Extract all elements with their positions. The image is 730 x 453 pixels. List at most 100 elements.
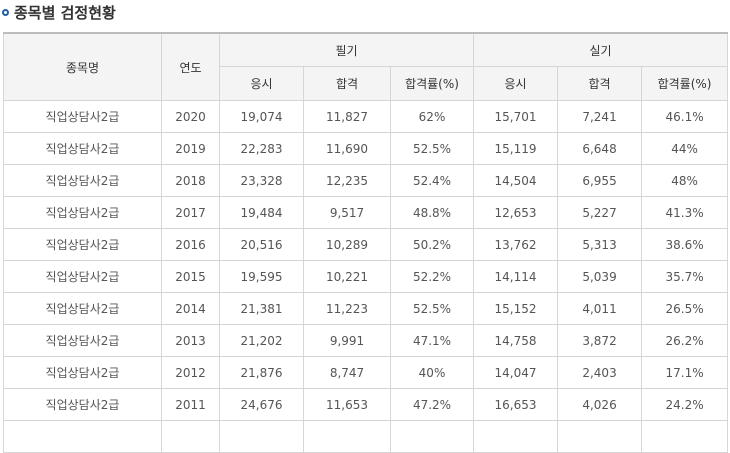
table-row: 직업상담사2급 2013 21,202 9,991 47.1% 14,758 3,872 26… <box>3 324 729 357</box>
practical-pass-rate-cell: 26.2% <box>641 324 729 357</box>
practical-pass-rate-cell: 35.7% <box>641 260 729 293</box>
year-cell: 2018 <box>161 164 220 197</box>
item-name-cell: 직업상담사2급 <box>3 132 162 165</box>
practical-pass-rate-cell: 48% <box>641 164 729 197</box>
written-applicants-cell: 23,328 <box>219 164 304 197</box>
year-cell: 2017 <box>161 196 220 229</box>
item-name-cell: 직업상담사2급 <box>3 100 162 133</box>
written-applicants-cell: 21,202 <box>219 324 304 357</box>
table-row: 직업상담사2급 2014 21,381 11,223 52.5% 15,152 4,011 2… <box>3 292 729 325</box>
written-pass-rate-cell: 48.8% <box>389 196 475 229</box>
written-passed-cell: 9,991 <box>303 324 391 357</box>
written-pass-rate-cell: 50.2% <box>389 228 475 261</box>
practical-passed-cell: 5,313 <box>557 228 643 261</box>
year-cell: 2013 <box>161 324 220 357</box>
header-written-passed: 합격 <box>303 66 391 101</box>
table-row: 직업상담사2급 2017 19,484 9,517 48.8% 12,653 5,227 41… <box>3 196 729 229</box>
written-applicants-cell: 19,074 <box>219 100 304 133</box>
header-written: 필기 <box>218 32 475 67</box>
header-practical-pass-rate: 합격률(%) <box>641 66 729 101</box>
written-passed-cell: 9,517 <box>303 196 391 229</box>
practical-pass-rate-cell: 24.2% <box>641 388 729 421</box>
table-body: 직업상담사2급 2020 19,074 11,827 62% 15,701 7,241 46.… <box>3 100 729 453</box>
written-pass-rate-cell <box>389 420 475 453</box>
item-name-cell: 직업상담사2급 <box>3 388 162 421</box>
written-pass-rate-cell: 62% <box>389 100 475 133</box>
header-practical-passed: 합격 <box>557 66 643 101</box>
written-passed-cell: 12,235 <box>303 164 391 197</box>
practical-applicants-cell <box>473 420 559 453</box>
header-written-applicants: 응시 <box>219 66 304 101</box>
practical-applicants-cell: 13,762 <box>473 228 559 261</box>
item-name-cell: 직업상담사2급 <box>3 164 162 197</box>
bullet-circle-icon <box>2 8 9 16</box>
practical-passed-cell: 4,011 <box>557 292 643 325</box>
practical-passed-cell: 4,026 <box>557 388 643 421</box>
practical-applicants-cell: 14,047 <box>473 356 559 389</box>
written-pass-rate-cell: 47.1% <box>389 324 475 357</box>
header-item-name: 종목명 <box>3 32 162 101</box>
practical-pass-rate-cell <box>641 420 729 453</box>
item-name-cell: 직업상담사2급 <box>3 292 162 325</box>
practical-pass-rate-cell: 46.1% <box>641 100 729 133</box>
practical-applicants-cell: 14,504 <box>473 164 559 197</box>
section-title: 종목별 검정현황 <box>2 0 116 24</box>
table-row: 직업상담사2급 2016 20,516 10,289 50.2% 13,762 5,313 3… <box>3 228 729 261</box>
practical-passed-cell: 3,872 <box>557 324 643 357</box>
practical-pass-rate-cell: 26.5% <box>641 292 729 325</box>
table-row: 직업상담사2급 2011 24,676 11,653 47.2% 16,653 4,026 2… <box>3 388 729 421</box>
written-passed-cell: 10,289 <box>303 228 391 261</box>
year-cell: 2015 <box>161 260 220 293</box>
written-passed-cell: 8,747 <box>303 356 391 389</box>
written-pass-rate-cell: 52.2% <box>389 260 475 293</box>
practical-pass-rate-cell: 44% <box>641 132 729 165</box>
practical-applicants-cell: 14,114 <box>473 260 559 293</box>
written-applicants-cell <box>219 420 304 453</box>
item-name-cell: 직업상담사2급 <box>3 228 162 261</box>
exam-stats-table: 종목명 연도 필기 실기 응시 합격 합격률(%) 응시 합격 합격률(%) 직… <box>3 32 729 453</box>
practical-passed-cell: 6,955 <box>557 164 643 197</box>
header-practical-applicants: 응시 <box>473 66 559 101</box>
written-applicants-cell: 20,516 <box>219 228 304 261</box>
written-applicants-cell: 19,595 <box>219 260 304 293</box>
header-year: 연도 <box>161 32 220 101</box>
table-row: 직업상담사2급 2015 19,595 10,221 52.2% 14,114 5,039 3… <box>3 260 729 293</box>
practical-applicants-cell: 15,119 <box>473 132 559 165</box>
table-row: 직업상담사2급 2019 22,283 11,690 52.5% 15,119 6,648 4… <box>3 132 729 165</box>
header-written-pass-rate: 합격률(%) <box>389 66 475 101</box>
practical-passed-cell: 6,648 <box>557 132 643 165</box>
year-cell: 2020 <box>161 100 220 133</box>
year-cell: 2016 <box>161 228 220 261</box>
table-row <box>3 420 729 453</box>
written-applicants-cell: 19,484 <box>219 196 304 229</box>
written-applicants-cell: 21,381 <box>219 292 304 325</box>
table-row: 직업상담사2급 2020 19,074 11,827 62% 15,701 7,241 46.… <box>3 100 729 133</box>
written-pass-rate-cell: 52.5% <box>389 132 475 165</box>
header-practical: 실기 <box>473 32 729 67</box>
written-passed-cell: 10,221 <box>303 260 391 293</box>
written-passed-cell: 11,827 <box>303 100 391 133</box>
practical-pass-rate-cell: 41.3% <box>641 196 729 229</box>
item-name-cell <box>3 420 162 453</box>
year-cell: 2014 <box>161 292 220 325</box>
written-applicants-cell: 21,876 <box>219 356 304 389</box>
practical-pass-rate-cell: 38.6% <box>641 228 729 261</box>
item-name-cell: 직업상담사2급 <box>3 356 162 389</box>
table-row: 직업상담사2급 2018 23,328 12,235 52.4% 14,504 6,955 4… <box>3 164 729 197</box>
written-pass-rate-cell: 40% <box>389 356 475 389</box>
practical-applicants-cell: 15,701 <box>473 100 559 133</box>
item-name-cell: 직업상담사2급 <box>3 260 162 293</box>
written-pass-rate-cell: 52.5% <box>389 292 475 325</box>
year-cell: 2019 <box>161 132 220 165</box>
practical-passed-cell: 7,241 <box>557 100 643 133</box>
written-passed-cell: 11,653 <box>303 388 391 421</box>
table-row: 직업상담사2급 2012 21,876 8,747 40% 14,047 2,403 17.1… <box>3 356 729 389</box>
written-passed-cell: 11,223 <box>303 292 391 325</box>
written-passed-cell: 11,690 <box>303 132 391 165</box>
practical-pass-rate-cell: 17.1% <box>641 356 729 389</box>
year-cell: 2012 <box>161 356 220 389</box>
practical-applicants-cell: 14,758 <box>473 324 559 357</box>
written-pass-rate-cell: 47.2% <box>389 388 475 421</box>
written-applicants-cell: 22,283 <box>219 132 304 165</box>
item-name-cell: 직업상담사2급 <box>3 196 162 229</box>
